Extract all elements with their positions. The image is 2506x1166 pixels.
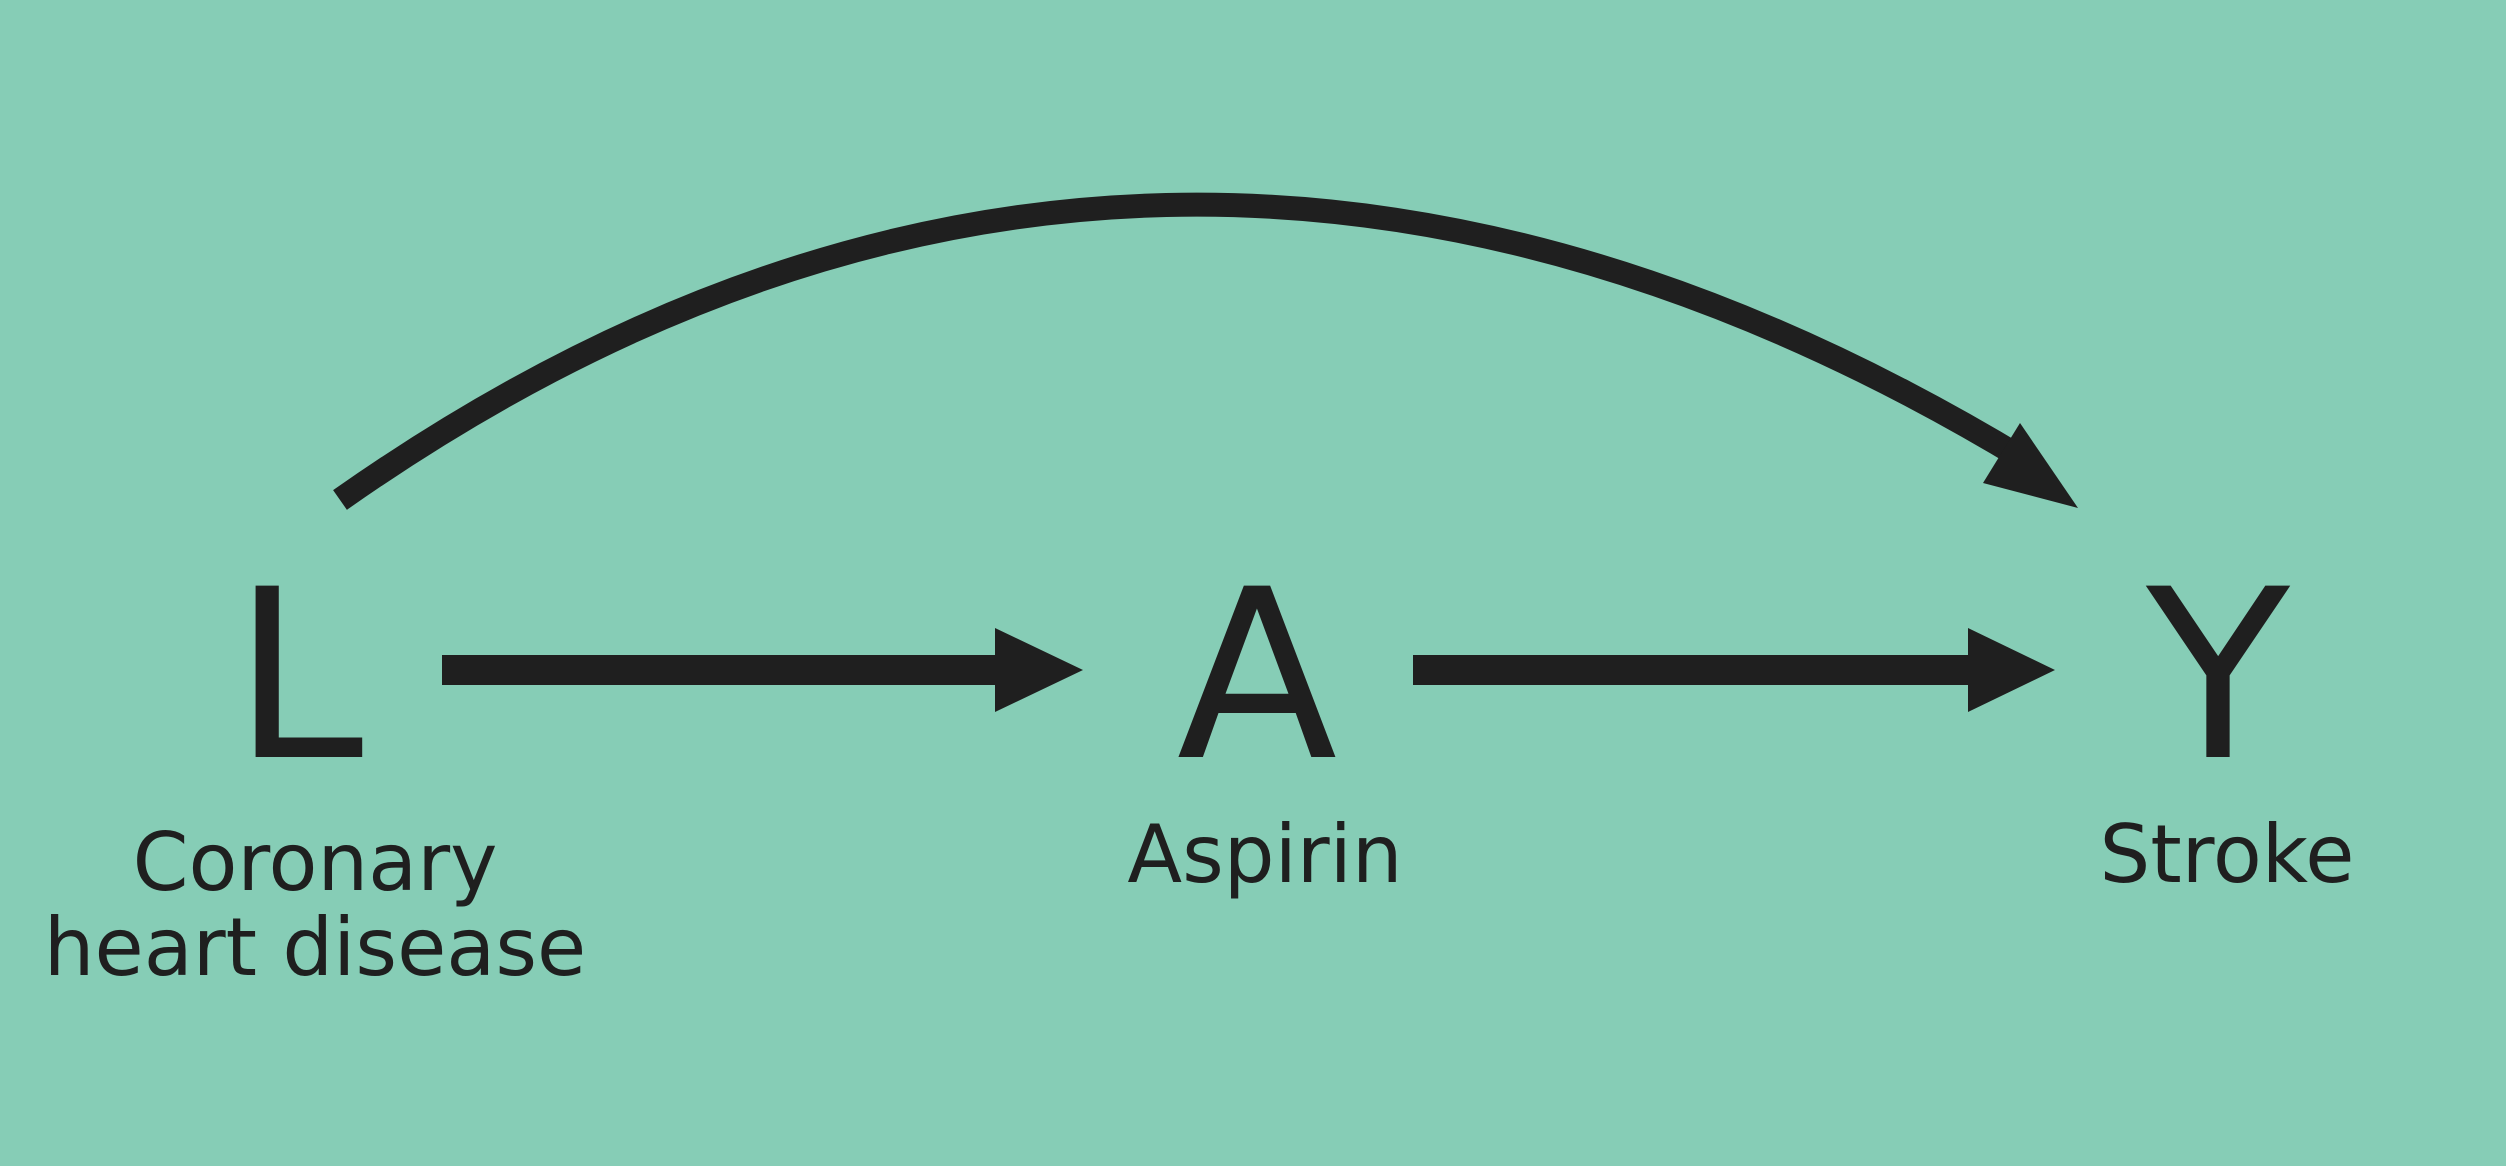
- node-a: A Aspirin: [1127, 540, 1402, 901]
- node-l-label-line-1: Coronary: [133, 816, 498, 909]
- node-y-letter: Y: [2145, 540, 2290, 813]
- node-l-letter: L: [233, 540, 364, 813]
- edge-l-to-a-arrow: [442, 628, 1083, 712]
- node-a-letter: A: [1177, 540, 1338, 813]
- node-l-label-line-2: heart disease: [44, 901, 586, 994]
- edge-a-to-y-arrow: [1413, 628, 2055, 712]
- node-a-label: Aspirin: [1127, 808, 1402, 901]
- node-l: L Coronary heart disease: [44, 540, 586, 994]
- edge-l-to-y-curved-arrow: [333, 192, 2078, 510]
- node-y-label: Stroke: [2100, 808, 2355, 901]
- node-y: Y Stroke: [2100, 540, 2355, 901]
